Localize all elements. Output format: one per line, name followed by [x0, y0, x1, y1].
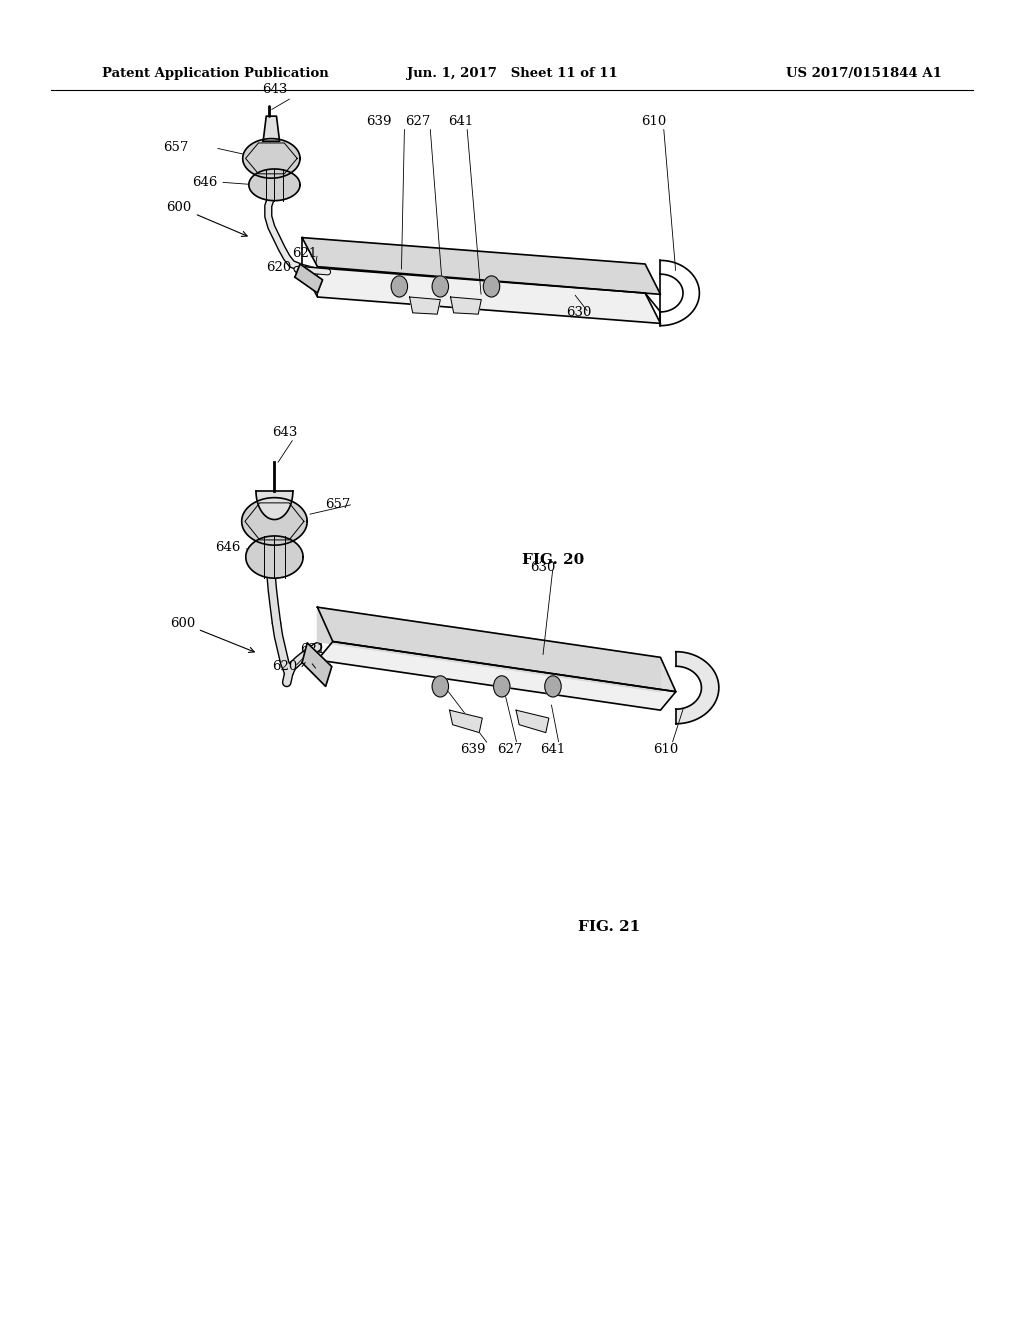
Text: FIG. 20: FIG. 20 — [522, 553, 584, 566]
Text: 630: 630 — [566, 306, 591, 319]
Polygon shape — [317, 607, 676, 692]
Text: 620: 620 — [272, 660, 297, 673]
Text: 639: 639 — [461, 743, 485, 756]
Polygon shape — [242, 498, 307, 545]
Circle shape — [494, 676, 510, 697]
Polygon shape — [317, 607, 660, 692]
Polygon shape — [410, 297, 440, 314]
Circle shape — [432, 676, 449, 697]
Text: 621: 621 — [293, 247, 317, 260]
Polygon shape — [302, 643, 332, 686]
Polygon shape — [302, 238, 660, 294]
Polygon shape — [256, 491, 293, 520]
Circle shape — [483, 276, 500, 297]
Text: Patent Application Publication: Patent Application Publication — [102, 67, 329, 81]
Polygon shape — [243, 139, 300, 178]
Polygon shape — [246, 536, 303, 578]
Text: 610: 610 — [641, 115, 666, 128]
Text: 646: 646 — [193, 176, 217, 189]
Text: 641: 641 — [449, 115, 473, 128]
Text: 627: 627 — [498, 743, 522, 756]
Text: 600: 600 — [167, 201, 247, 236]
Text: 639: 639 — [367, 115, 391, 128]
Circle shape — [432, 276, 449, 297]
Text: 620: 620 — [266, 261, 291, 275]
Circle shape — [545, 676, 561, 697]
Text: 657: 657 — [164, 141, 188, 154]
Polygon shape — [676, 652, 719, 723]
Text: 646: 646 — [215, 541, 240, 554]
Polygon shape — [516, 710, 549, 733]
Text: 643: 643 — [262, 83, 287, 96]
Polygon shape — [302, 267, 660, 323]
Text: 627: 627 — [406, 115, 430, 128]
Polygon shape — [263, 116, 280, 141]
Text: FIG. 21: FIG. 21 — [579, 920, 640, 933]
Polygon shape — [249, 169, 300, 201]
Text: Jun. 1, 2017   Sheet 11 of 11: Jun. 1, 2017 Sheet 11 of 11 — [407, 67, 617, 81]
Polygon shape — [295, 264, 323, 293]
Text: 600: 600 — [170, 616, 254, 652]
Text: US 2017/0151844 A1: US 2017/0151844 A1 — [786, 67, 942, 81]
Polygon shape — [451, 297, 481, 314]
Text: 657: 657 — [326, 498, 350, 511]
Text: 621: 621 — [300, 643, 325, 656]
Polygon shape — [317, 642, 676, 710]
Text: 630: 630 — [530, 561, 555, 574]
Circle shape — [391, 276, 408, 297]
Polygon shape — [450, 710, 482, 733]
Text: 641: 641 — [541, 743, 565, 756]
Text: 610: 610 — [653, 743, 678, 756]
Text: 643: 643 — [272, 426, 297, 440]
